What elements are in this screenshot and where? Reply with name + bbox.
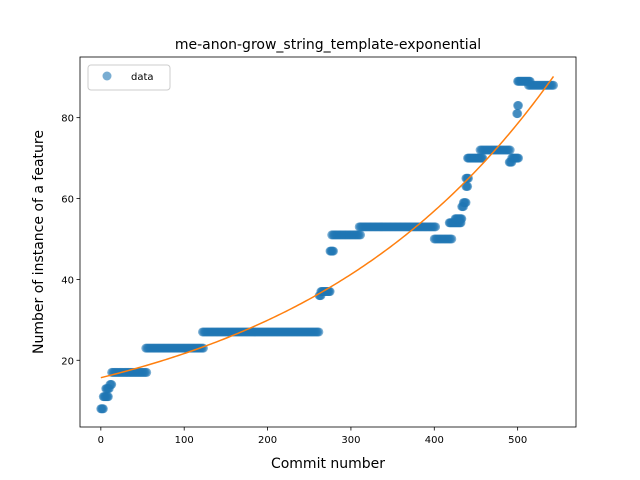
data-point [431,222,441,232]
x-axis-label: Commit number [271,456,385,472]
x-tick-label: 400 [425,435,444,446]
data-point [548,80,558,90]
x-tick-label: 500 [508,435,527,446]
y-axis-label: Number of instance of a feature [31,130,47,354]
data-point [103,392,113,402]
data-point [98,404,108,414]
data-point [447,234,457,244]
data-point [356,230,366,240]
x-tick-label: 200 [258,435,277,446]
data-point [107,380,117,390]
data-point [328,246,338,256]
legend-frame [87,64,171,91]
legend-marker [102,71,112,81]
data-point [463,181,473,191]
chart-title: me-anon-grow_string_template-exponential [175,37,481,53]
data-point [513,101,523,111]
x-tick-label: 100 [175,435,194,446]
x-tick-label: 0 [98,435,104,446]
data-point [314,327,324,337]
data-point [513,153,523,163]
data-point [142,367,152,377]
legend: data [87,64,171,91]
plot-frame [79,56,577,428]
data-point [461,198,471,208]
legend-label: data [131,72,154,83]
fit-line [100,75,555,379]
y-tick-label: 20 [61,356,74,367]
x-tick-label: 300 [341,435,360,446]
data-point [457,214,467,224]
y-tick-label: 40 [61,275,74,286]
plot-area: 0 100 200 300 400 500 20 40 60 80 [61,56,577,446]
y-tick-label: 80 [61,114,74,125]
y-tick-label: 60 [61,195,74,206]
data-point [505,145,515,155]
data-point [513,109,523,119]
